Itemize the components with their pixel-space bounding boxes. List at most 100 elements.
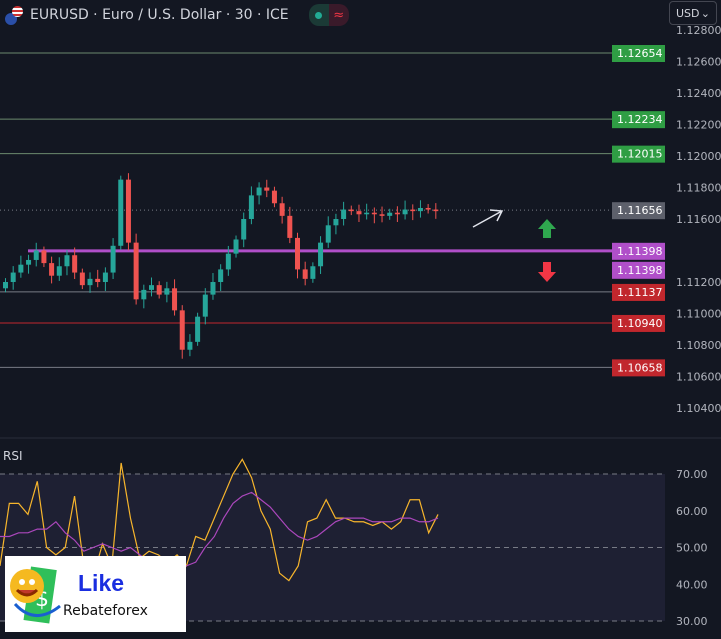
price-axis-tick: 1.12200 <box>676 119 721 132</box>
candle <box>187 341 193 350</box>
price-label-text: 1.11656 <box>617 204 663 217</box>
candle <box>387 212 393 216</box>
currency-select[interactable]: USD ⌄ <box>669 1 717 25</box>
candle <box>110 245 116 273</box>
price-axis-tick: 1.12600 <box>676 56 721 69</box>
price-label: 1.12015 <box>612 145 665 163</box>
candle <box>164 288 170 295</box>
candle <box>233 239 239 254</box>
thumbs-up-money-icon: $ <box>10 566 61 624</box>
price-label: 1.12234 <box>612 111 665 129</box>
price-label-text: 1.11137 <box>617 286 663 299</box>
price-axis-tick: 1.11800 <box>676 182 721 195</box>
price-label-text: 1.12015 <box>617 148 663 161</box>
price-axis-tick: 1.11200 <box>676 276 721 289</box>
price-label-text: 1.10940 <box>617 317 663 330</box>
candle <box>141 289 147 300</box>
candle <box>394 212 400 215</box>
candle <box>33 250 39 260</box>
price-axis-tick: 1.10600 <box>676 371 721 384</box>
candle <box>333 219 339 226</box>
candle <box>87 278 93 286</box>
price-axis-tick: 1.12400 <box>676 87 721 100</box>
candle <box>348 209 354 212</box>
candle <box>410 209 416 212</box>
candle <box>149 285 154 290</box>
candle <box>172 288 178 311</box>
symbol-header: EURUSD · Euro / U.S. Dollar · 30 · ICE ≈ <box>4 4 349 26</box>
price-label-text: 1.12234 <box>617 113 663 126</box>
price-label: 1.10940 <box>612 314 665 332</box>
candle <box>41 250 47 264</box>
candle <box>179 310 185 350</box>
candle <box>256 187 262 196</box>
price-label-bg <box>612 359 665 377</box>
candle <box>72 255 78 273</box>
rsi-ma-line <box>0 491 439 571</box>
price-axis-tick: 1.10400 <box>676 402 721 415</box>
price-label-bg <box>612 314 665 332</box>
rsi-line <box>0 458 439 582</box>
price-label-bg <box>612 242 665 260</box>
rsi-axis-tick: 70.00 <box>676 468 708 481</box>
candle <box>310 266 316 279</box>
candle <box>318 242 324 267</box>
currency-value: USD <box>676 6 700 20</box>
trend-arrow-icon <box>472 209 504 228</box>
price-axis-tick: 1.12800 <box>676 24 721 37</box>
price-label-bg <box>612 283 665 301</box>
price-axis-tick: 1.11600 <box>676 213 721 226</box>
symbol-title[interactable]: EURUSD · Euro / U.S. Dollar · 30 · ICE <box>30 7 289 23</box>
candle <box>433 209 439 212</box>
candle <box>279 203 285 216</box>
candle <box>49 263 55 276</box>
candle <box>325 225 331 243</box>
price-axis-tick: 1.11000 <box>676 308 721 321</box>
candle <box>379 214 385 216</box>
watermark-logo: $ Like Rebateforex <box>5 556 186 632</box>
rsi-axis-tick: 30.00 <box>676 615 708 628</box>
candle <box>356 211 362 215</box>
up-arrow-icon <box>538 219 556 238</box>
candle <box>341 209 347 220</box>
candle <box>195 316 201 342</box>
candle <box>364 212 370 215</box>
candle <box>102 272 108 283</box>
candle <box>156 285 162 295</box>
market-open-icon <box>308 4 329 26</box>
price-label-text: 1.11398 <box>617 245 663 258</box>
price-label: 1.10658 <box>612 359 665 377</box>
price-axis-tick: 1.12000 <box>676 150 721 163</box>
candle <box>26 259 32 265</box>
price-label-text: 1.12654 <box>617 47 663 60</box>
candle <box>218 269 224 283</box>
price-label: 1.11137 <box>612 283 665 301</box>
candle <box>248 195 254 220</box>
watermark-rebateforex: Rebateforex <box>63 603 148 619</box>
down-arrow-icon <box>538 262 556 282</box>
price-label-bg <box>612 145 665 163</box>
eurusd-flag-icon <box>4 5 24 26</box>
rsi-axis-tick: 60.00 <box>676 505 708 518</box>
price-label: 1.11656 <box>612 202 665 220</box>
candle <box>402 209 408 215</box>
candle <box>125 179 131 243</box>
price-axis-tick: 1.10800 <box>676 339 721 352</box>
candle <box>56 266 62 276</box>
market-status[interactable]: ≈ <box>308 4 349 26</box>
candle <box>225 253 231 270</box>
price-label-bg <box>612 202 665 220</box>
candle <box>118 179 124 246</box>
price-label: 1.11398 <box>612 242 665 260</box>
price-label-text: 1.11398 <box>617 264 663 277</box>
price-label-bg <box>612 111 665 129</box>
candle <box>202 294 208 317</box>
chevron-down-icon: ⌄ <box>700 6 710 20</box>
candle <box>271 190 277 204</box>
rsi-label[interactable]: RSI <box>3 449 23 463</box>
candle <box>295 237 300 270</box>
price-label-bg <box>612 45 665 62</box>
candle <box>264 187 270 191</box>
candle <box>417 207 423 212</box>
